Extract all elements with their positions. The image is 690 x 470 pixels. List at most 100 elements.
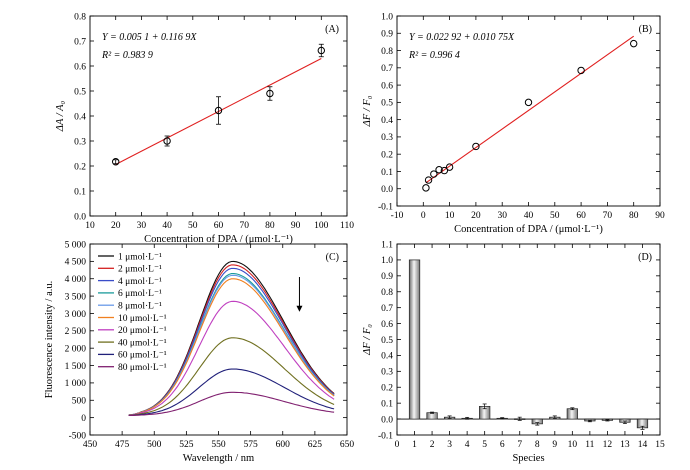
y-tick-label: 0.4 [381, 116, 393, 126]
panel-c-chart: 450 475 500 525 550 575 600 625 650 -500 0 500 1 000… [44, 240, 354, 464]
data-point [430, 170, 438, 178]
x-tick-label: 525 [179, 440, 194, 450]
y-tick-label: 0.1 [74, 187, 86, 197]
x-tick-label: 90 [291, 221, 301, 231]
y-tick-label: 0.3 [74, 137, 86, 147]
y-tick-label: 4 000 [65, 275, 87, 285]
x-tick-label: 600 [276, 440, 291, 450]
data-point [424, 176, 433, 184]
spectrum-line [128, 368, 335, 416]
bar [408, 259, 421, 420]
y-tick-label: 0.5 [74, 87, 86, 97]
x-tick-label: 14 [638, 440, 648, 450]
x-tick-label: 10 [85, 221, 95, 231]
x-tick-label: 2 [430, 440, 435, 450]
x-tick-label: 3 [447, 440, 452, 450]
legend-label: 1 μmol·L⁻¹ [118, 252, 162, 262]
y-tick-label: -0.1 [378, 202, 393, 212]
y-tick-label: 3 500 [65, 292, 87, 302]
spectrum-line [128, 391, 335, 417]
data-point [577, 66, 585, 75]
y-tick-label: 0.0 [74, 212, 86, 222]
x-tick-label: -10 [391, 211, 404, 221]
x-tick-label: 6 [500, 440, 505, 450]
x-tick-label: 20 [111, 221, 121, 231]
y-tick-label: 0.3 [381, 368, 393, 378]
x-tick-label: 60 [576, 211, 586, 221]
y-tick-label: 0.5 [381, 99, 393, 109]
y-tick-label: 0.0 [381, 415, 393, 425]
x-tick-label: 50 [550, 211, 560, 221]
legend-label: 6 μmol·L⁻¹ [118, 289, 162, 299]
legend-label: 10 μmol·L⁻¹ [118, 314, 167, 324]
x-tick-label: 500 [147, 440, 162, 450]
y-tick-label: 0.8 [74, 12, 86, 22]
y-tick-label: 4 500 [65, 258, 87, 268]
y-tick-label: 0.4 [381, 352, 393, 362]
x-tick-label: 0 [421, 211, 426, 221]
data-point [266, 89, 274, 98]
legend-label: 20 μmol·L⁻¹ [118, 326, 167, 336]
y-tick-label: 2 500 [65, 327, 87, 337]
bar [566, 408, 578, 420]
data-point [445, 163, 454, 171]
data-point [112, 158, 120, 166]
x-tick-label: 450 [83, 440, 98, 450]
x-axis-title: Species [512, 453, 544, 464]
r-squared: R² = 0.996 4 [408, 50, 460, 61]
x-tick-label: 80 [629, 211, 639, 221]
panel-label: (B) [639, 24, 652, 35]
y-tick-label: -0.1 [378, 431, 393, 441]
y-tick-label: 500 [72, 397, 87, 407]
legend-label: 60 μmol·L⁻¹ [118, 351, 167, 361]
y-tick-label: -500 [69, 431, 87, 441]
x-tick-label: 7 [517, 440, 522, 450]
panel-b-chart: -10 0 10 20 30 40 50 60 70 80 90 -0.1 0.0 0.1 0.2 0.3 0.… [362, 12, 665, 235]
legend-label: 2 μmol·L⁻¹ [118, 265, 162, 275]
panel-a-chart: 10 20 30 40 50 60 70 80 90 100 110 0.0 0.1 0.2 0.3 0.4 0… [55, 12, 354, 245]
x-tick-label: 575 [244, 440, 259, 450]
x-tick-label: 650 [340, 440, 355, 450]
x-tick-label: 70 [239, 221, 249, 231]
x-tick-label: 40 [524, 211, 534, 221]
x-tick-label: 80 [265, 221, 275, 231]
panel-label: (D) [638, 252, 652, 263]
y-tick-label: 0.8 [381, 288, 393, 298]
plot-frame [396, 243, 661, 436]
y-tick-label: 0.8 [381, 47, 393, 57]
y-tick-label: 1 500 [65, 362, 87, 372]
y-tick-label: 0.9 [381, 30, 393, 40]
y-tick-label: 0.3 [381, 133, 393, 143]
data-point [422, 184, 430, 192]
x-tick-label: 50 [188, 221, 198, 231]
x-tick-label: 110 [340, 221, 354, 231]
y-tick-label: 3 000 [65, 310, 87, 320]
data-point [472, 142, 480, 151]
x-tick-label: 11 [585, 440, 594, 450]
x-axis-title: Concentration of DPA / (μmol·L⁻¹) [144, 234, 293, 245]
x-tick-label: 70 [603, 211, 613, 221]
y-tick-label: 0.7 [74, 37, 86, 47]
x-tick-label: 0 [395, 440, 400, 450]
r-squared: R² = 0.983 9 [101, 50, 153, 61]
y-tick-label: 0.6 [381, 320, 393, 330]
panel-label: (A) [325, 24, 339, 35]
spectrum-line [128, 337, 335, 416]
y-tick-label: 0.1 [381, 399, 393, 409]
y-tick-label: 1.1 [381, 240, 393, 250]
x-tick-label: 625 [308, 440, 323, 450]
y-tick-label: 1 000 [65, 379, 87, 389]
fit-line [425, 35, 635, 184]
y-tick-label: 0.7 [381, 64, 393, 74]
x-tick-label: 9 [552, 440, 557, 450]
y-tick-label: 2 000 [65, 344, 87, 354]
x-tick-label: 8 [535, 440, 540, 450]
x-tick-label: 5 [482, 440, 487, 450]
x-tick-label: 30 [497, 211, 507, 221]
x-tick-label: 10 [568, 440, 578, 450]
y-tick-label: 5 000 [65, 240, 87, 250]
y-tick-label: 0.5 [381, 336, 393, 346]
x-tick-label: 1 [412, 440, 417, 450]
x-tick-label: 10 [445, 211, 455, 221]
